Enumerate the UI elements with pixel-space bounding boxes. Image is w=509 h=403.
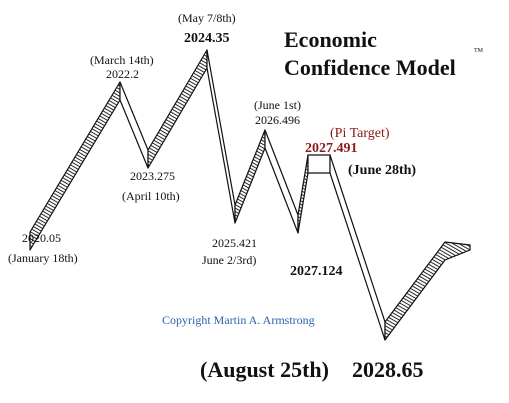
copyright: Copyright Martin A. Armstrong bbox=[162, 313, 315, 327]
label-date: (August 25th) bbox=[200, 357, 329, 382]
trademark: TM bbox=[474, 48, 484, 54]
label-value: 2026.496 bbox=[255, 113, 300, 127]
fall bbox=[329, 154, 386, 341]
label-value: 2023.275 bbox=[130, 169, 175, 183]
label-value: 2022.2 bbox=[106, 67, 139, 81]
fall bbox=[206, 49, 236, 224]
label-value: 2027.491 bbox=[305, 141, 358, 156]
label-value: 2025.421 bbox=[212, 236, 257, 250]
flat bbox=[307, 154, 331, 174]
label-date: (March 14th) bbox=[90, 53, 154, 67]
label-date: June 2/3rd) bbox=[202, 253, 256, 267]
label-value: 2027.124 bbox=[290, 264, 343, 279]
rise bbox=[147, 49, 208, 169]
label-date: (May 7/8th) bbox=[178, 11, 236, 25]
title: Confidence Model bbox=[284, 55, 456, 80]
label-date: (January 18th) bbox=[8, 251, 78, 265]
rise bbox=[297, 154, 309, 234]
fall bbox=[119, 81, 149, 169]
title: Economic bbox=[284, 27, 377, 52]
label-value: 2024.35 bbox=[184, 31, 230, 46]
rise bbox=[384, 241, 471, 341]
label-value: 2028.65 bbox=[352, 357, 424, 382]
rise bbox=[29, 81, 121, 251]
fall bbox=[264, 129, 299, 234]
label-date: (June 1st) bbox=[254, 98, 301, 112]
label-date: (June 28th) bbox=[348, 163, 416, 178]
label-value: 2020.05 bbox=[22, 231, 61, 245]
rise bbox=[234, 129, 266, 224]
label-date: (April 10th) bbox=[122, 189, 180, 203]
ribbon bbox=[29, 49, 471, 341]
label-note: (Pi Target) bbox=[330, 126, 390, 141]
